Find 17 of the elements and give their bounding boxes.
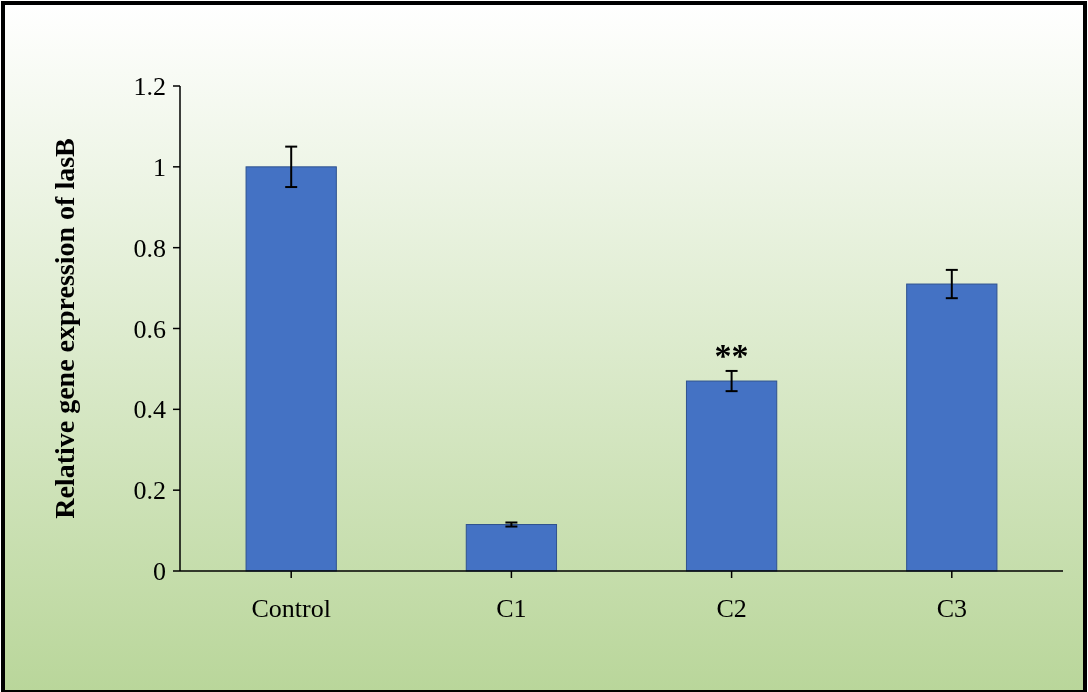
y-tick-label: 1 bbox=[153, 152, 166, 182]
bar bbox=[465, 524, 558, 572]
x-tick-label: C2 bbox=[716, 594, 747, 623]
y-tick-label: 1.2 bbox=[133, 72, 166, 102]
y-tick-label: 0.4 bbox=[133, 395, 166, 425]
x-tick-label: C1 bbox=[496, 594, 527, 623]
x-tick-label: C3 bbox=[936, 594, 967, 623]
y-tick-label: 0.2 bbox=[133, 476, 166, 506]
y-tick-label: 0.6 bbox=[133, 314, 166, 344]
annotation: ** bbox=[714, 336, 749, 374]
bar bbox=[906, 283, 998, 572]
bar bbox=[245, 166, 337, 572]
y-tick-label: 0 bbox=[153, 557, 166, 587]
bar bbox=[685, 380, 778, 572]
x-tick-label: Control bbox=[251, 594, 331, 623]
y-axis-title: Relative gene expression of lasB bbox=[49, 138, 80, 519]
y-tick-label: 0.8 bbox=[133, 233, 166, 263]
